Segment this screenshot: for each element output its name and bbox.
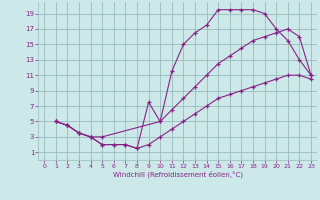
X-axis label: Windchill (Refroidissement éolien,°C): Windchill (Refroidissement éolien,°C) [113, 171, 243, 178]
